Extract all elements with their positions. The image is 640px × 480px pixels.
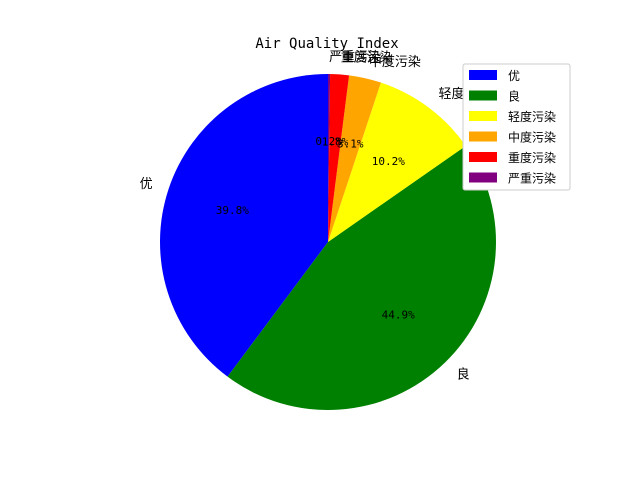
pie-slice-3 [328,82,466,242]
pie-percent-label-3: 10.2% [372,155,405,168]
pie-percent-label-1: 39.8% [216,204,249,217]
pie-slices [160,74,497,410]
pie-percent-label-5: 1.8% [322,135,349,148]
legend-label-3: 轻度污染 [508,109,556,124]
legend-label-4: 中度污染 [508,130,556,145]
pie-percent-labels: 39.8% 44.9% 10.2% 3.1%1.8%0.2% [216,135,415,321]
pie-category-label-6: 严重污染 [329,49,381,65]
chart-title: Air Quality Index [255,36,398,52]
legend-swatch-1 [469,70,497,80]
legend-swatch-5 [469,152,497,162]
pie-slice-5 [328,74,350,242]
pie-slice-1 [160,74,328,377]
pie-slice-6 [328,74,331,242]
pie-percent-label-6: 0.2% [315,135,342,148]
pie-category-label-4: 中度污染 [369,54,421,70]
legend-swatch-4 [469,131,497,142]
pie-category-label-2: 良 [457,367,470,383]
legend-label-6: 严重污染 [508,171,556,186]
pie-slice-4 [328,75,381,242]
legend-label-2: 良 [508,89,520,104]
legend-label-1: 优 [508,69,520,83]
legend-swatch-2 [469,90,497,101]
pie-percent-label-2: 44.9% [382,308,415,321]
legend-label-5: 重度污染 [508,150,556,165]
pie-category-label-1: 优 [140,177,153,192]
legend-swatch-3 [469,111,497,121]
legend-swatch-6 [469,172,497,183]
pie-slice-2 [227,145,497,410]
pie-category-label-5: 重度污染 [341,50,393,66]
pie-percent-label-4: 3.1% [337,138,364,151]
